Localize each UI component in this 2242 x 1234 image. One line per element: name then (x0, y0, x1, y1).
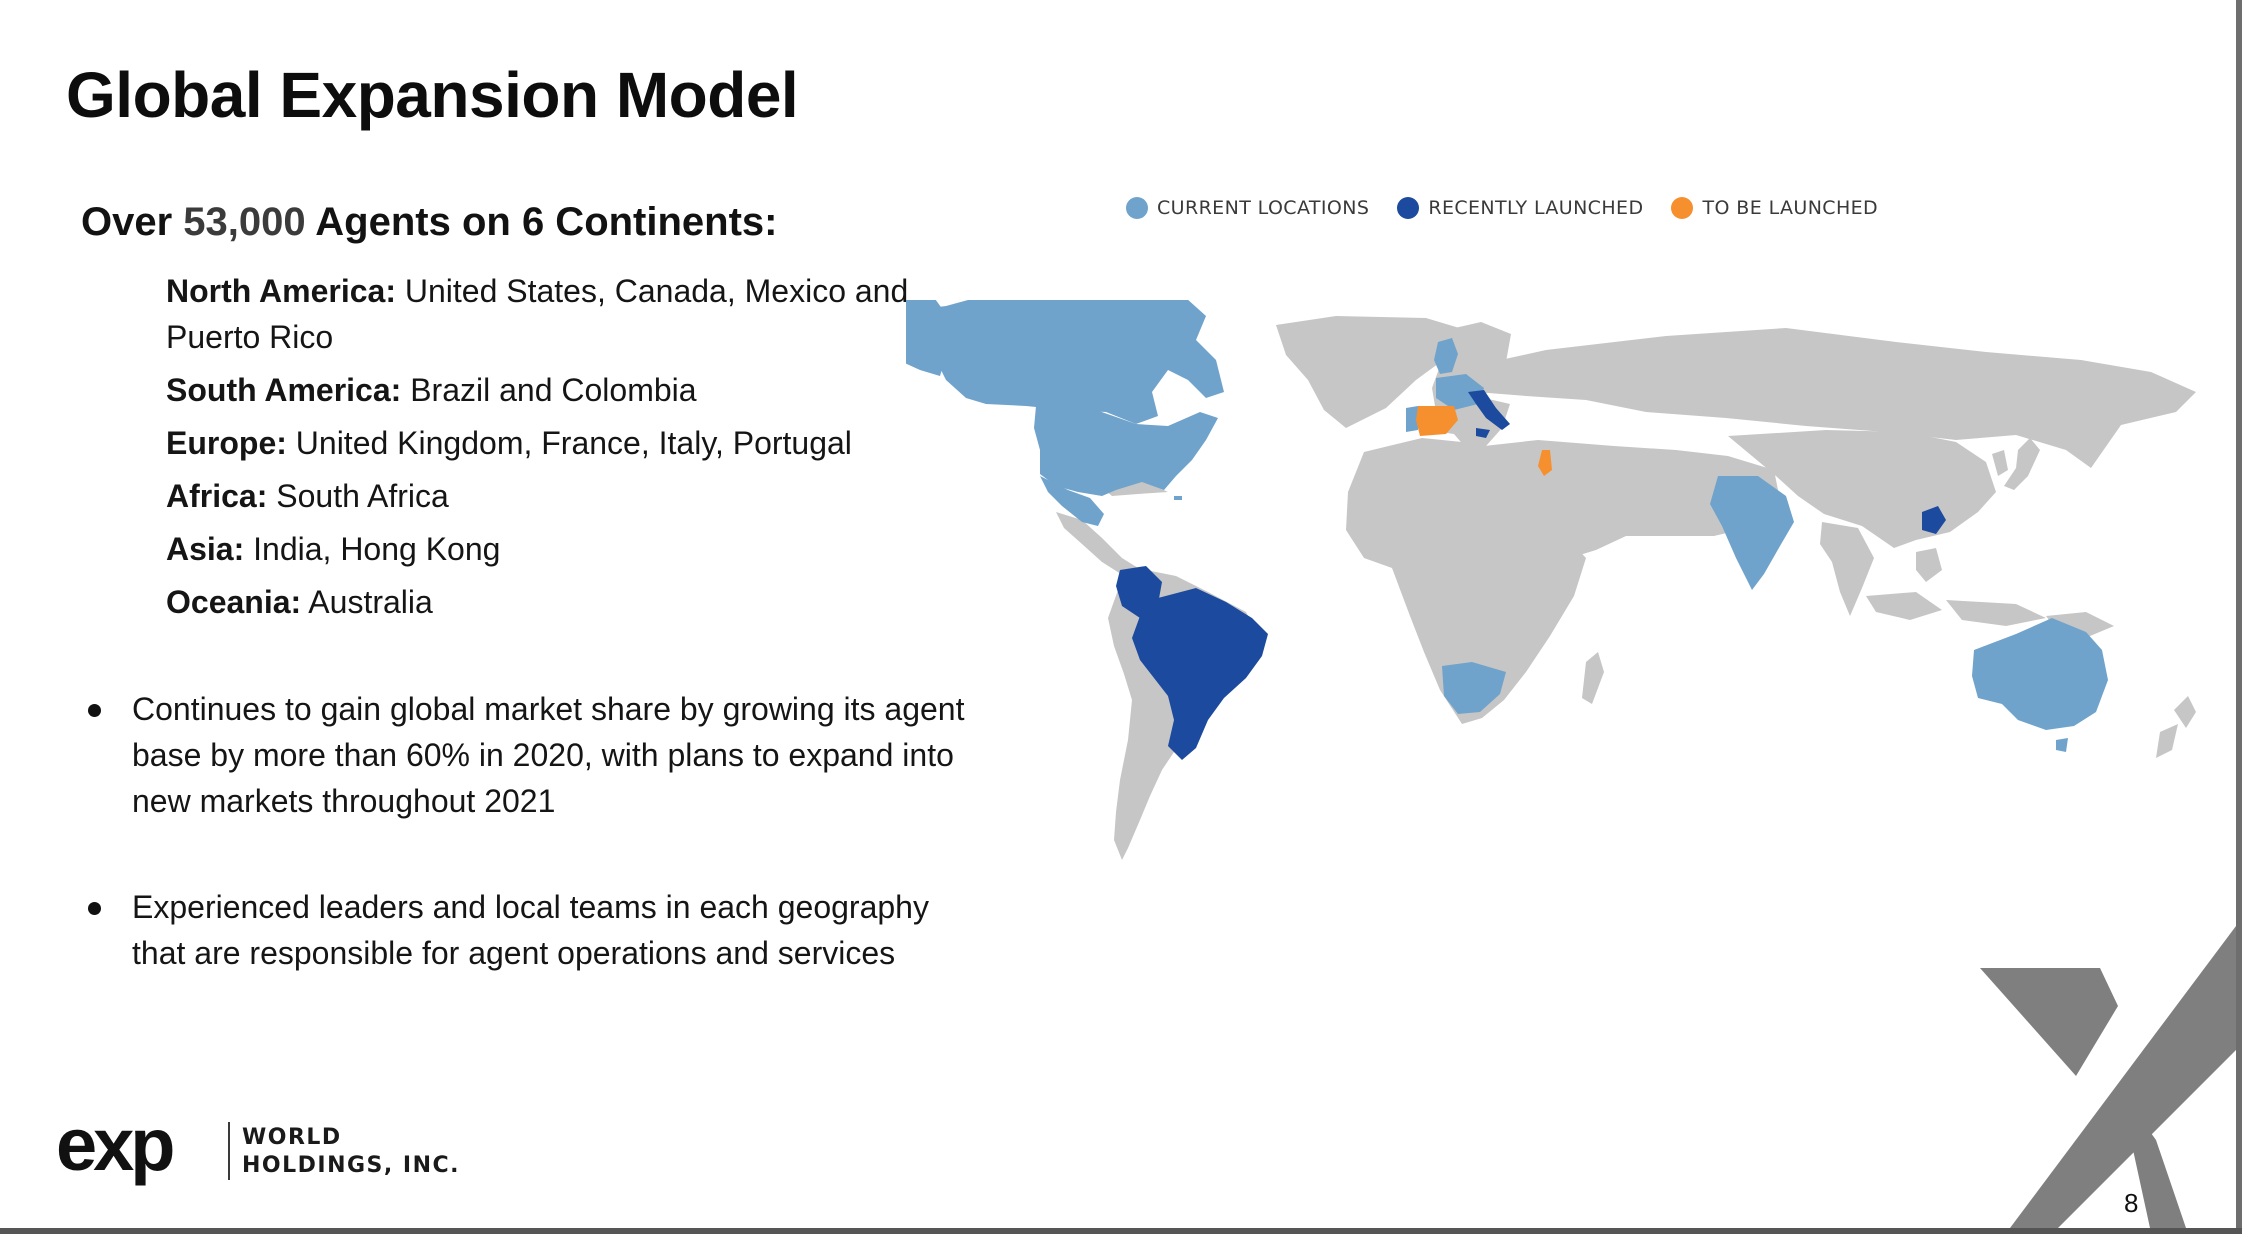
region-russia (1446, 328, 2196, 468)
bottom-border (0, 1228, 2242, 1234)
x-upper-arm (1980, 968, 2118, 1076)
company-name: WORLD HOLDINGS, INC. (242, 1124, 460, 1180)
country-puerto-rico (1174, 496, 1182, 500)
agent-count: 53,000 (183, 200, 306, 244)
legend-swatch-current (1126, 197, 1148, 219)
bullet-item: Continues to gain global market share by… (86, 686, 966, 824)
region-name: Asia: (166, 531, 245, 567)
region-greenland (1276, 316, 1466, 428)
bullet-text: Experienced leaders and local teams in e… (132, 889, 929, 971)
region-madagascar (1582, 652, 1604, 704)
legend-swatch-planned (1671, 197, 1694, 219)
region-southeast-asia (1820, 522, 2046, 626)
slide-title: Global Expansion Model (66, 59, 799, 131)
region-countries: Australia (308, 584, 433, 620)
logo-divider (228, 1122, 230, 1180)
decorative-x-icon (1980, 926, 2236, 1228)
country-united-states (1034, 406, 1218, 496)
bullet-text: Continues to gain global market share by… (132, 691, 965, 819)
agents-headline-prefix: Over (81, 200, 173, 244)
region-africa-other (1346, 438, 1586, 724)
region-name: Europe: (166, 425, 287, 461)
agents-headline-suffix: Agents on 6 Continents: (315, 200, 778, 244)
country-united-kingdom (1434, 338, 1458, 374)
land-recent (1116, 390, 1946, 760)
country-colombia (1116, 566, 1162, 618)
country-australia (1972, 618, 2108, 730)
region-item-oceania: Oceania: Australia (166, 579, 926, 625)
exp-logo-icon: exp (56, 1108, 177, 1186)
region-item-africa: Africa: South Africa (166, 473, 926, 519)
company-name-line1: WORLD (242, 1125, 342, 1150)
exp-logo-mark: exp (56, 1108, 173, 1186)
region-item-europe: Europe: United Kingdom, France, Italy, P… (166, 420, 926, 466)
region-countries: Brazil and Colombia (410, 372, 697, 408)
bullet-dot-icon (88, 704, 101, 717)
country-tasmania (2056, 738, 2068, 752)
region-countries: India, Hong Kong (253, 531, 501, 567)
country-mexico (1040, 476, 1104, 526)
country-france (1436, 374, 1484, 410)
land-current (906, 300, 2108, 752)
legend-item-current: CURRENT LOCATIONS (1126, 197, 1369, 219)
land-planned (1416, 406, 1552, 476)
agents-headline: Over 53,000 Agents on 6 Continents: (81, 200, 778, 245)
region-central-america (1056, 512, 1138, 576)
country-south-africa (1442, 662, 1506, 714)
legend-label: CURRENT LOCATIONS (1157, 197, 1370, 219)
region-item-north-america: North America: United States, Canada, Me… (166, 268, 926, 360)
region-list: North America: United States, Canada, Me… (166, 268, 926, 632)
country-portugal (1406, 406, 1418, 432)
bullet-dot-icon (88, 902, 101, 915)
right-border (2236, 0, 2242, 1234)
world-map (906, 300, 2196, 860)
region-japan (1992, 438, 2040, 490)
region-item-south-america: South America: Brazil and Colombia (166, 367, 926, 413)
region-item-asia: Asia: India, Hong Kong (166, 526, 926, 572)
region-name: North America: (166, 273, 396, 309)
country-canada (916, 300, 1224, 424)
legend-label: TO BE LAUNCHED (1702, 197, 1879, 219)
region-name: Africa: (166, 478, 268, 514)
region-name: Oceania: (166, 584, 302, 620)
legend-swatch-recent (1397, 197, 1420, 219)
map-legend: CURRENT LOCATIONS RECENTLY LAUNCHED TO B… (1126, 194, 1906, 222)
country-brazil (1132, 588, 1268, 760)
region-countries: United States, Canada, Mexico and Puerto… (166, 273, 909, 355)
bullet-item: Experienced leaders and local teams in e… (86, 884, 966, 976)
country-spain (1416, 406, 1458, 436)
legend-item-recent: RECENTLY LAUNCHED (1397, 197, 1643, 219)
region-new-zealand (2156, 696, 2196, 758)
page-number: 8 (2124, 1188, 2139, 1218)
region-countries: South Africa (276, 478, 449, 514)
country-israel (1538, 450, 1552, 476)
legend-label: RECENTLY LAUNCHED (1428, 197, 1644, 219)
country-india (1710, 476, 1794, 590)
x-lower-arm (2120, 1090, 2186, 1228)
country-hong-kong (1922, 506, 1946, 534)
x-main-stroke (2010, 926, 2236, 1228)
legend-item-planned: TO BE LAUNCHED (1671, 197, 1878, 219)
region-countries: United Kingdom, France, Italy, Portugal (295, 425, 852, 461)
region-name: South America: (166, 372, 402, 408)
bullet-list: Continues to gain global market share by… (86, 686, 966, 976)
country-italy (1468, 390, 1510, 438)
country-alaska (906, 300, 948, 376)
company-name-line2: HOLDINGS, INC. (242, 1153, 461, 1178)
